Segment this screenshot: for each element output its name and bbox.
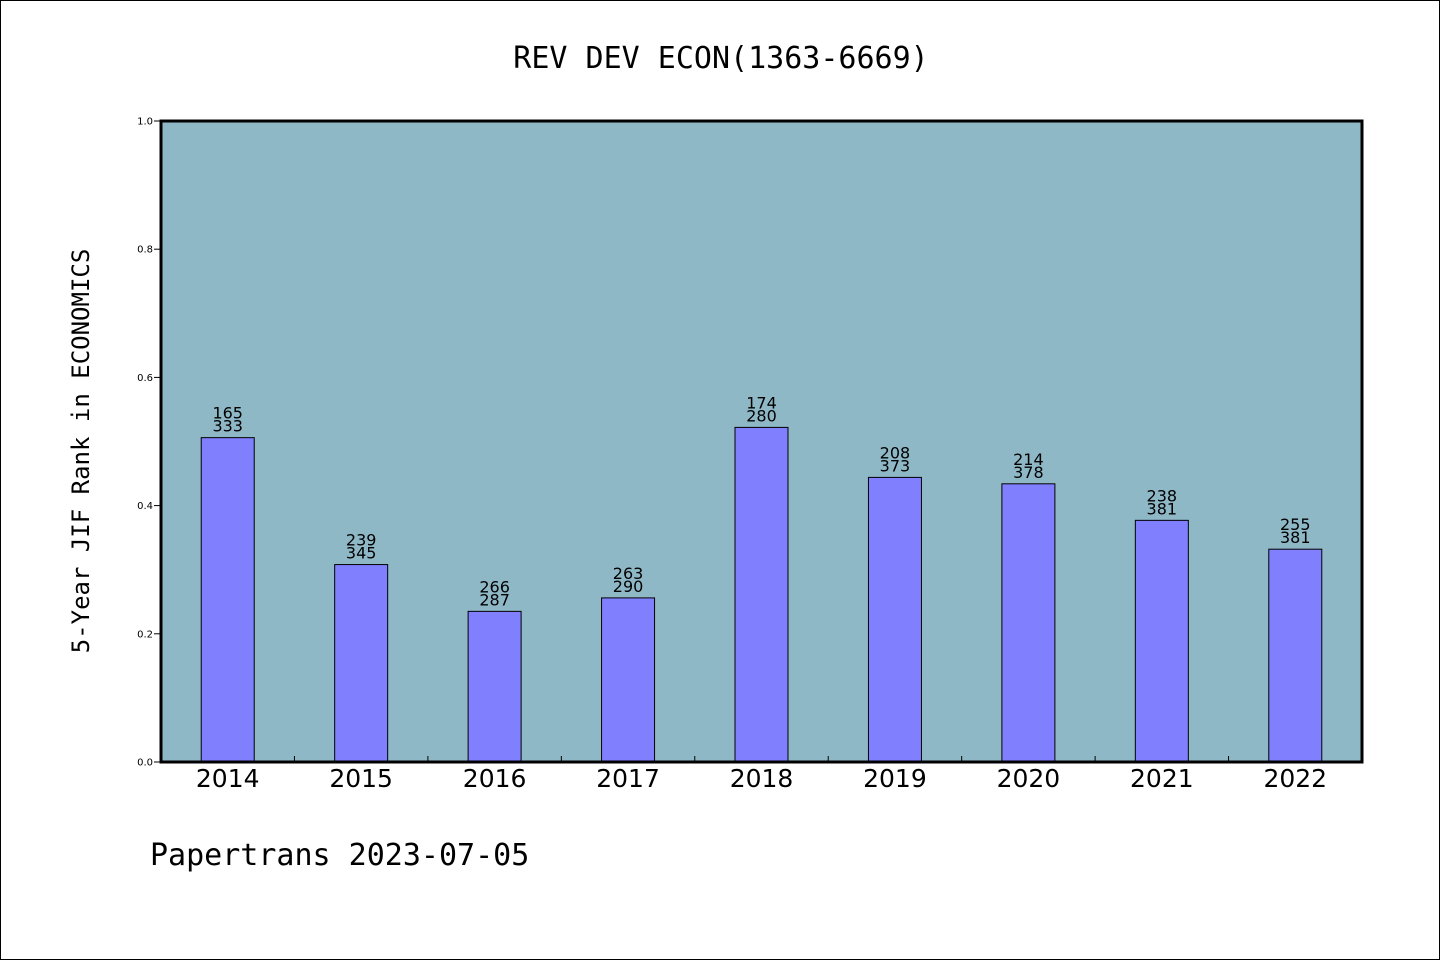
bar-label-top: 255 [1280,515,1311,534]
bar-2021 [1134,519,1189,763]
bar-2019 [867,476,922,763]
bar-label-top: 238 [1147,486,1178,505]
bar-label-bottom: 378 [1013,463,1044,482]
y-tick-label: 0.2 [137,629,153,640]
bar-label-top: 263 [613,564,644,583]
x-tick-label: 2015 [329,764,393,793]
x-tick-label: 2016 [463,764,527,793]
bar-2020 [1001,483,1056,763]
y-tick-label: 0.8 [137,245,153,256]
x-tick-label: 2022 [1263,764,1327,793]
bar-label-top: 174 [746,393,777,412]
bar-label-top: 239 [346,531,377,550]
bar-label-top: 165 [212,404,243,423]
y-axis-label: 5-Year JIF Rank in ECONOMICS [67,249,95,654]
y-tick-label: 0.0 [137,758,153,769]
bar-2014 [200,437,255,763]
bar-label-bottom: 345 [346,544,377,563]
x-tick-label: 2017 [596,764,660,793]
bar-label-bottom: 381 [1147,499,1178,518]
bar-2018 [734,426,789,763]
bar-label-bottom: 373 [880,456,911,475]
bar-label-top: 208 [880,443,911,462]
chart-title: REV DEV ECON(1363-6669) [513,41,928,76]
bar-label-bottom: 287 [479,590,510,609]
bar-label-top: 214 [1013,450,1044,469]
plot-border [159,119,1364,764]
bar-2017 [601,597,656,763]
x-tick-label: 2021 [1130,764,1194,793]
y-tick-label: 1.0 [137,117,153,128]
bar-2022 [1268,548,1323,763]
x-tick-label: 2018 [730,764,794,793]
x-tick-label: 2020 [997,764,1061,793]
bar-label-bottom: 333 [212,417,243,436]
y-tick-label: 0.6 [137,373,153,384]
bar-label-bottom: 290 [613,577,644,596]
x-tick-label: 2019 [863,764,927,793]
footer-source-date: Papertrans 2023-07-05 [150,838,529,873]
bar-label-bottom: 381 [1280,528,1311,547]
bar-label-bottom: 280 [746,406,777,425]
bar-label-top: 266 [479,577,510,596]
bar-2016 [467,610,522,763]
x-tick-label: 2014 [196,764,260,793]
ticks-layer: 0.0 0.2 0.4 0.6 0.8 1.0 2014 2015 2016 2017 2018 20… [137,117,1327,794]
y-tick-label: 0.4 [137,501,153,512]
bar-2015 [334,564,389,763]
